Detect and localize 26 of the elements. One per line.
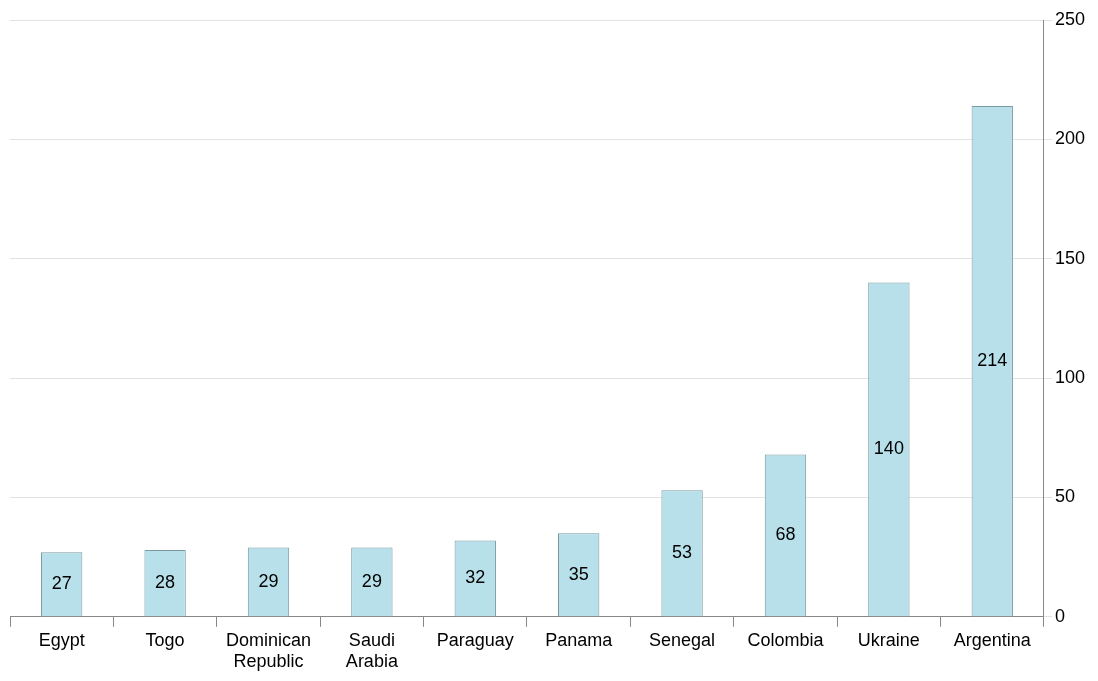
y-tick-label: 50 [1054,486,1075,507]
y-tick-label: 250 [1054,8,1086,29]
data-label: 29 [258,570,279,591]
data-label: 214 [977,350,1008,371]
data-label: 140 [873,438,904,459]
x-tick-label: Saudi Arabia [345,629,399,672]
data-label: 53 [672,542,693,563]
x-tick-label: Senegal [649,629,716,650]
y-tick-label: 150 [1054,247,1086,268]
data-label: 35 [568,563,589,584]
x-tick-label: Argentina [953,629,1032,650]
x-tick-label: Paraguay [436,629,514,650]
x-tick-label: Ukraine [857,629,920,650]
data-label: 29 [361,570,382,591]
y-tick-label: 0 [1054,605,1065,626]
x-tick-label: Colombia [747,629,825,650]
y-tick-label: 200 [1054,128,1086,149]
x-tick-label: Egypt [38,629,85,650]
data-label: 28 [155,572,176,593]
x-tick-label: Togo [145,629,185,650]
x-tick-label: Dominican Republic [225,629,312,672]
y-tick-label: 100 [1054,367,1086,388]
data-label: 32 [465,567,486,588]
data-label: 68 [775,524,796,545]
data-label: 27 [51,573,72,594]
x-tick-label: Panama [545,629,614,650]
